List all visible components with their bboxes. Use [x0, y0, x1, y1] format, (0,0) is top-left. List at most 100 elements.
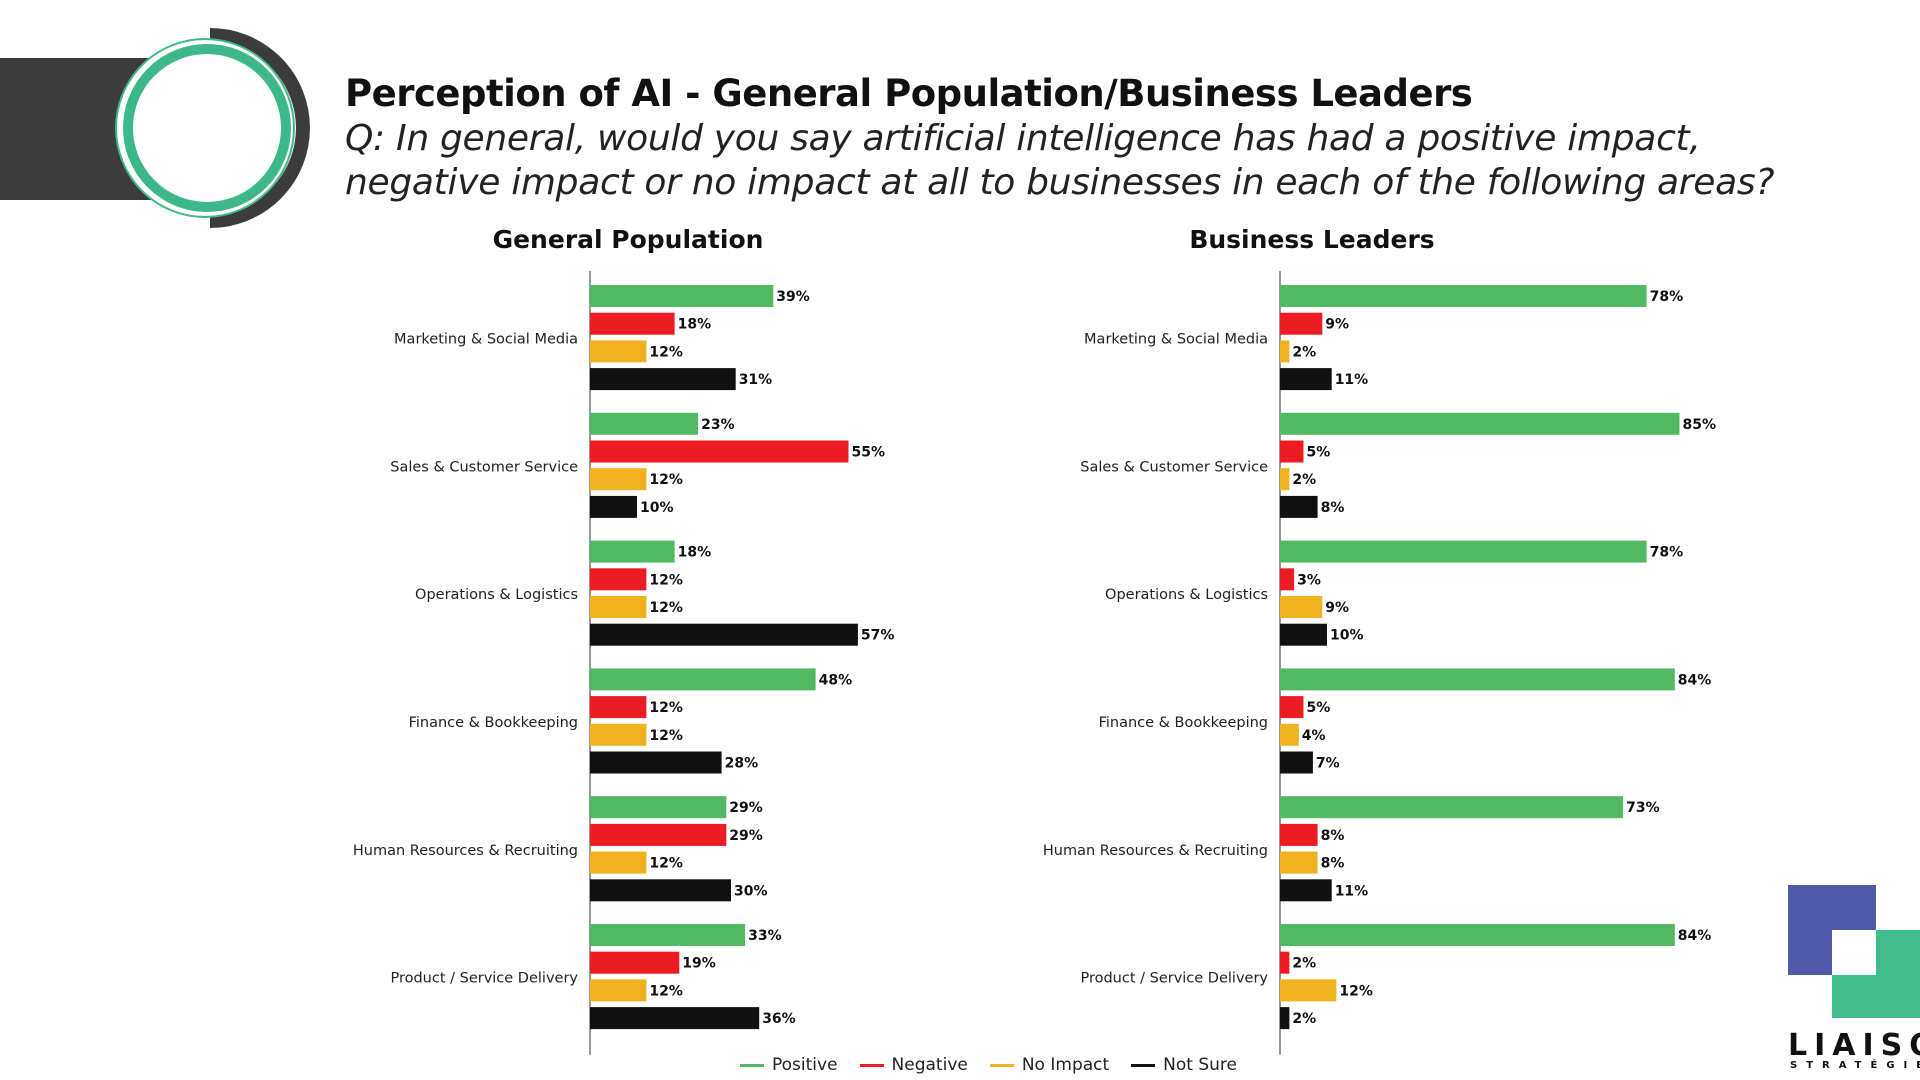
data-label-no-impact-sales-customer-service: 12% [649, 472, 683, 488]
bar-negative-product-service-delivery [590, 951, 680, 974]
data-label-positive-finance-bookkeeping: 84% [1678, 672, 1712, 688]
data-label-no-impact-marketing-social-media: 2% [1292, 344, 1316, 360]
data-label-negative-marketing-social-media: 18% [678, 317, 712, 333]
bar-no-impact-product-service-delivery [1280, 979, 1337, 1002]
data-label-positive-marketing-social-media: 78% [1650, 289, 1684, 305]
bar-positive-marketing-social-media [590, 285, 774, 307]
bar-positive-marketing-social-media [1280, 285, 1647, 307]
legend-item-positive: Positive [740, 1055, 838, 1075]
category-label-human-resources-recruiting: Human Resources & Recruiting [353, 843, 578, 859]
chart-title-general-population: General Population [492, 225, 764, 254]
category-label-product-service-delivery: Product / Service Delivery [390, 971, 578, 987]
bar-negative-marketing-social-media [590, 312, 675, 335]
chart-general-population: General Population Marketing & Social Me… [295, 225, 915, 1055]
data-label-no-impact-product-service-delivery: 12% [649, 983, 683, 999]
header-ring-inner [123, 44, 291, 212]
bar-not-sure-sales-customer-service [590, 495, 637, 518]
survey-question: Q: In general, would you say artificial … [345, 118, 1775, 203]
bar-not-sure-finance-bookkeeping [1280, 751, 1313, 774]
data-label-not-sure-sales-customer-service: 8% [1321, 500, 1345, 516]
chart-plot-business-leaders: Marketing & Social Media 78% 9% 2% 11% Sales … [1043, 271, 1716, 1055]
data-label-no-impact-human-resources-recruiting: 12% [649, 856, 683, 872]
legend-label-negative: Negative [891, 1055, 968, 1075]
data-label-not-sure-product-service-delivery: 2% [1292, 1011, 1316, 1027]
bar-negative-sales-customer-service [590, 440, 849, 463]
data-label-not-sure-finance-bookkeeping: 7% [1316, 756, 1340, 772]
logo-subtitle: STRATÉGIES [1790, 1060, 1920, 1071]
liaison-logo-mark [1788, 885, 1920, 1018]
bar-no-impact-human-resources-recruiting [1280, 851, 1318, 874]
bar-not-sure-operations-logistics [1280, 623, 1327, 646]
page-title: Perception of AI - General Population/Bu… [345, 72, 1473, 115]
chart-business-leaders: Business Leaders Marketing & Social Medi… [985, 225, 1716, 1055]
data-label-no-impact-finance-bookkeeping: 12% [649, 728, 683, 744]
category-label-marketing-social-media: Marketing & Social Media [394, 332, 578, 348]
bar-positive-sales-customer-service [1280, 412, 1680, 435]
bar-not-sure-marketing-social-media [590, 368, 736, 391]
category-label-human-resources-recruiting: Human Resources & Recruiting [1043, 843, 1268, 859]
bar-no-impact-operations-logistics [1280, 596, 1323, 618]
data-label-positive-sales-customer-service: 85% [1683, 417, 1717, 433]
category-label-sales-customer-service: Sales & Customer Service [1080, 459, 1268, 475]
data-label-no-impact-marketing-social-media: 12% [649, 344, 683, 360]
category-label-sales-customer-service: Sales & Customer Service [390, 459, 578, 475]
data-label-positive-human-resources-recruiting: 73% [1626, 800, 1660, 816]
bar-negative-operations-logistics [590, 568, 647, 591]
legend-label-not-sure: Not Sure [1163, 1055, 1237, 1075]
data-label-negative-sales-customer-service: 5% [1307, 445, 1331, 461]
data-label-positive-product-service-delivery: 33% [748, 928, 782, 944]
legend-swatch-no-impact [989, 1063, 1014, 1067]
data-label-not-sure-operations-logistics: 10% [1330, 628, 1364, 644]
data-label-negative-human-resources-recruiting: 8% [1321, 828, 1345, 844]
category-label-operations-logistics: Operations & Logistics [415, 587, 578, 603]
bar-positive-operations-logistics [590, 540, 675, 563]
legend-swatch-negative [859, 1063, 884, 1067]
bar-not-sure-human-resources-recruiting [590, 879, 731, 902]
bar-negative-marketing-social-media [1280, 312, 1323, 335]
category-label-finance-bookkeeping: Finance & Bookkeeping [1099, 715, 1268, 731]
category-label-operations-logistics: Operations & Logistics [1105, 587, 1268, 603]
bar-negative-finance-bookkeeping [1280, 696, 1304, 719]
bar-no-impact-finance-bookkeeping [590, 723, 647, 746]
chart-title-business-leaders: Business Leaders [1189, 225, 1435, 254]
data-label-not-sure-finance-bookkeeping: 28% [725, 756, 759, 772]
data-label-positive-finance-bookkeeping: 48% [819, 672, 853, 688]
data-label-not-sure-marketing-social-media: 11% [1335, 372, 1369, 388]
legend-label-positive: Positive [772, 1055, 838, 1075]
category-label-finance-bookkeeping: Finance & Bookkeeping [409, 715, 578, 731]
bar-no-impact-marketing-social-media [590, 340, 647, 363]
bar-negative-product-service-delivery [1280, 951, 1290, 974]
bar-positive-human-resources-recruiting [590, 796, 727, 819]
category-label-product-service-delivery: Product / Service Delivery [1080, 971, 1268, 987]
bar-no-impact-human-resources-recruiting [590, 851, 647, 874]
bar-negative-operations-logistics [1280, 568, 1295, 591]
data-label-negative-marketing-social-media: 9% [1325, 317, 1349, 333]
bar-no-impact-sales-customer-service [1280, 468, 1290, 491]
bar-positive-finance-bookkeeping [1280, 668, 1675, 691]
chart-plot-general-population: Marketing & Social Media 39% 18% 12% 31% Sale… [353, 271, 895, 1055]
legend-swatch-not-sure [1131, 1063, 1156, 1067]
data-label-not-sure-sales-customer-service: 10% [640, 500, 674, 516]
bar-not-sure-product-service-delivery [1280, 1007, 1290, 1030]
legend-label-no-impact: No Impact [1021, 1055, 1110, 1075]
bar-not-sure-marketing-social-media [1280, 368, 1332, 391]
bar-not-sure-sales-customer-service [1280, 495, 1318, 518]
data-label-positive-sales-customer-service: 23% [701, 417, 735, 433]
data-label-positive-human-resources-recruiting: 29% [729, 800, 763, 816]
bar-not-sure-human-resources-recruiting [1280, 879, 1332, 902]
data-label-not-sure-human-resources-recruiting: 11% [1335, 883, 1369, 899]
data-label-not-sure-operations-logistics: 57% [861, 628, 895, 644]
data-label-negative-human-resources-recruiting: 29% [729, 828, 763, 844]
bar-no-impact-operations-logistics [590, 596, 647, 618]
bar-positive-sales-customer-service [590, 412, 699, 435]
data-label-positive-operations-logistics: 78% [1650, 545, 1684, 561]
bar-not-sure-product-service-delivery [590, 1007, 760, 1030]
data-label-no-impact-sales-customer-service: 2% [1292, 472, 1316, 488]
bar-negative-human-resources-recruiting [1280, 823, 1318, 846]
data-label-negative-product-service-delivery: 19% [682, 956, 716, 972]
data-label-not-sure-human-resources-recruiting: 30% [734, 883, 768, 899]
data-label-no-impact-operations-logistics: 12% [649, 600, 683, 616]
bar-positive-product-service-delivery [590, 924, 746, 946]
header-dark-arc [209, 28, 310, 228]
logo-square-gap [1832, 930, 1876, 975]
